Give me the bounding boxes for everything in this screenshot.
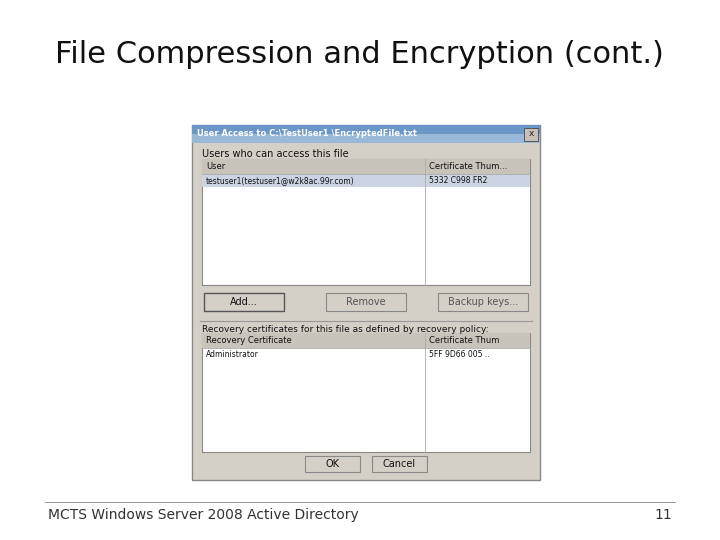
Text: Administrator: Administrator xyxy=(206,350,259,359)
Text: Add...: Add... xyxy=(230,297,258,307)
Text: User: User xyxy=(206,162,225,171)
Text: Users who can access this file: Users who can access this file xyxy=(202,149,348,159)
Bar xyxy=(202,159,530,285)
Bar xyxy=(192,125,540,143)
Text: Recovery Certificate: Recovery Certificate xyxy=(206,336,292,345)
Bar xyxy=(202,159,530,174)
Bar xyxy=(204,293,284,311)
Text: Recovery certificates for this file as defined by recovery policy:: Recovery certificates for this file as d… xyxy=(202,325,489,334)
Bar xyxy=(192,125,540,480)
Bar xyxy=(202,333,530,452)
Bar xyxy=(192,134,540,143)
Text: User Access to C:\TestUser1 \EncryptedFile.txt: User Access to C:\TestUser1 \EncryptedFi… xyxy=(197,130,417,138)
Bar xyxy=(326,293,406,311)
Text: 5FF 9D66 005 ..: 5FF 9D66 005 .. xyxy=(429,350,490,359)
Text: File Compression and Encryption (cont.): File Compression and Encryption (cont.) xyxy=(55,40,664,69)
Text: Cancel: Cancel xyxy=(383,459,416,469)
Bar xyxy=(372,456,427,472)
Text: x: x xyxy=(528,130,534,138)
Text: Certificate Thum: Certificate Thum xyxy=(429,336,500,345)
Text: OK: OK xyxy=(325,459,340,469)
Text: 11: 11 xyxy=(654,508,672,522)
Bar xyxy=(202,174,530,187)
Text: testuser1(testuser1@w2k8ac.99r.com): testuser1(testuser1@w2k8ac.99r.com) xyxy=(206,176,355,185)
Bar xyxy=(305,456,360,472)
Text: MCTS Windows Server 2008 Active Directory: MCTS Windows Server 2008 Active Director… xyxy=(48,508,359,522)
Bar xyxy=(524,127,538,140)
Text: Backup keys...: Backup keys... xyxy=(448,297,518,307)
Text: Remove: Remove xyxy=(346,297,386,307)
Bar xyxy=(202,333,530,348)
Text: Certificate Thum...: Certificate Thum... xyxy=(429,162,508,171)
Text: 5332 C998 FR2: 5332 C998 FR2 xyxy=(429,176,487,185)
Bar xyxy=(438,293,528,311)
